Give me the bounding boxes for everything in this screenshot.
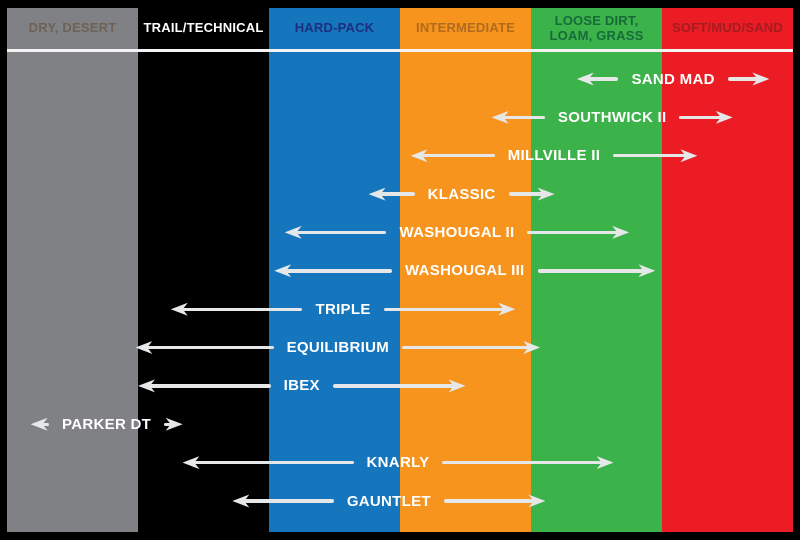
tire-label: EQUILIBRIUM <box>286 339 390 356</box>
arrow-shaft <box>537 269 645 273</box>
arrow-shaft <box>295 230 387 235</box>
arrow-shaft <box>383 307 505 311</box>
arrow-shaft <box>587 77 619 81</box>
tire-label: KNARLY <box>366 454 430 472</box>
tire-label: MILLVILLE II <box>507 147 601 165</box>
tire-label: SOUTHWICK II <box>557 108 667 126</box>
tire-row-washougal-iii: WASHOUGAL III <box>274 259 656 283</box>
arrow-right-icon <box>440 489 546 513</box>
arrow-left-icon <box>138 374 275 398</box>
tire-rows: SAND MAD SOUTHWICK II MILLVILLE II KLASSIC W… <box>7 8 793 532</box>
tire-label: GAUNTLET <box>346 492 431 510</box>
arrow-shaft <box>243 499 334 503</box>
tire-label: PARKER DT <box>62 415 152 433</box>
tire-row-klassic: KLASSIC <box>368 182 555 206</box>
column-header-label: INTERMEDIATE <box>416 20 515 36</box>
arrow-left-icon <box>30 412 53 436</box>
arrow-shaft <box>193 460 354 465</box>
tire-row-equilibrium: EQUILIBRIUM <box>135 336 541 360</box>
tire-row-knarly: KNARLY <box>182 451 614 475</box>
terrain-column-intermediate: INTERMEDIATE <box>400 8 531 532</box>
arrow-left-icon <box>232 489 338 513</box>
arrow-shaft <box>146 345 274 350</box>
arrow-shaft <box>285 269 393 273</box>
column-header-label: LOOSE DIRT, LOAM, GRASS <box>549 13 644 43</box>
arrow-right-icon <box>380 297 516 321</box>
tire-label: WASHOUGAL III <box>405 262 525 280</box>
tire-row-millville-ii: MILLVILLE II <box>410 144 698 168</box>
arrow-shaft <box>41 422 50 426</box>
column-header-label: SOFT/MUD/SAND <box>672 20 783 36</box>
arrow-shaft <box>502 115 545 120</box>
arrow-right-icon <box>523 220 630 244</box>
tire-row-sand-mad: SAND MAD <box>576 67 770 91</box>
column-header-label: TRAIL/TECHNICAL <box>143 20 264 36</box>
arrow-right-icon <box>724 67 770 91</box>
arrow-left-icon <box>135 336 277 360</box>
tire-label: KLASSIC <box>427 185 496 203</box>
arrow-shaft <box>149 384 271 388</box>
arrow-right-icon <box>329 374 466 398</box>
arrow-left-icon <box>284 220 391 244</box>
terrain-column-trail-technical: TRAIL/TECHNICAL <box>138 8 269 532</box>
arrow-shaft <box>527 230 619 235</box>
arrow-right-icon <box>609 144 698 168</box>
arrow-shaft <box>181 307 303 311</box>
tire-label: IBEX <box>283 377 320 395</box>
arrow-shaft <box>421 154 495 158</box>
arrow-right-icon <box>505 182 555 206</box>
tire-row-triple: TRIPLE <box>170 297 516 321</box>
arrow-left-icon <box>274 259 396 283</box>
arrow-left-icon <box>182 451 358 475</box>
tire-row-ibex: IBEX <box>138 374 466 398</box>
arrow-left-icon <box>170 297 307 321</box>
arrow-shaft <box>508 192 544 196</box>
tire-row-southwick-ii: SOUTHWICK II <box>491 105 733 129</box>
arrow-shaft <box>442 460 603 465</box>
column-header-label: DRY, DESERT <box>28 20 117 36</box>
chart-content: DRY, DESERT TRAIL/TECHNICAL HARD-PACK INTER… <box>7 8 793 532</box>
arrow-right-icon <box>675 105 733 129</box>
arrow-shaft <box>332 384 455 388</box>
arrow-shaft <box>443 499 535 503</box>
arrow-shaft <box>164 422 172 426</box>
arrow-right-icon <box>398 336 541 360</box>
arrow-left-icon <box>410 144 499 168</box>
arrow-shaft <box>679 115 722 120</box>
arrow-right-icon <box>534 259 656 283</box>
arrow-shaft <box>613 154 687 158</box>
tire-label: SAND MAD <box>631 70 715 88</box>
tire-row-gauntlet: GAUNTLET <box>232 489 546 513</box>
header-separator-line <box>7 49 793 52</box>
arrow-shaft <box>727 77 759 81</box>
terrain-column-dry-desert: DRY, DESERT <box>7 8 138 532</box>
arrow-right-icon <box>160 412 183 436</box>
tire-row-parker-dt: PARKER DT <box>30 412 183 436</box>
tire-label: WASHOUGAL II <box>399 223 515 241</box>
arrow-shaft <box>402 345 530 350</box>
arrow-shaft <box>379 192 415 196</box>
arrow-left-icon <box>491 105 549 129</box>
tire-label: TRIPLE <box>315 300 371 318</box>
arrow-right-icon <box>438 451 614 475</box>
arrow-left-icon <box>576 67 623 91</box>
tire-row-washougal-ii: WASHOUGAL II <box>284 220 630 244</box>
column-header-label: HARD-PACK <box>294 20 375 36</box>
terrain-column-soft-mud-sand: SOFT/MUD/SAND <box>662 8 793 532</box>
arrow-left-icon <box>368 182 419 206</box>
